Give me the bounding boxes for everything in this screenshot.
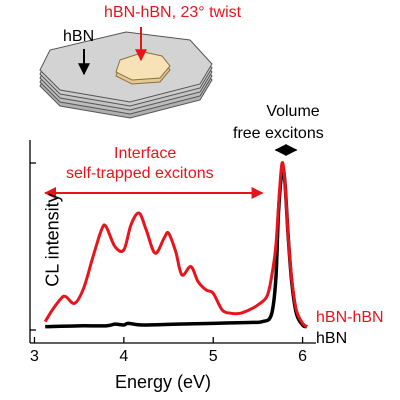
interface-label: Interface [114, 145, 177, 162]
twisted-flake [115, 51, 171, 85]
volume-label: Volume [266, 103, 320, 120]
series-group [43, 161, 308, 329]
legend-hbn-hbn: hBN-hBN [316, 309, 384, 326]
inset-illustration [39, 27, 213, 119]
self-trapped-label: self-trapped excitons [66, 165, 214, 182]
x-tick-label-6: 6 [298, 348, 308, 365]
y-axis-label: CL intensity [42, 193, 63, 287]
x-ticks [33, 337, 304, 343]
x-tick-label-3: 3 [30, 348, 39, 365]
x-axis-label: Energy (eV) [115, 372, 212, 392]
axes [29, 140, 316, 344]
twist-label: hBN-hBN, 23° twist [104, 4, 242, 21]
hbn-inset-label: hBN [63, 28, 95, 45]
series-hbn-hbn [43, 161, 308, 328]
annotation-arrows [43, 144, 298, 199]
x-tick-label-5: 5 [208, 348, 218, 365]
x-tick-label-4: 4 [119, 348, 129, 365]
legend-hbn: hBN [316, 330, 348, 347]
free-excitons-label: free excitons [233, 125, 324, 142]
